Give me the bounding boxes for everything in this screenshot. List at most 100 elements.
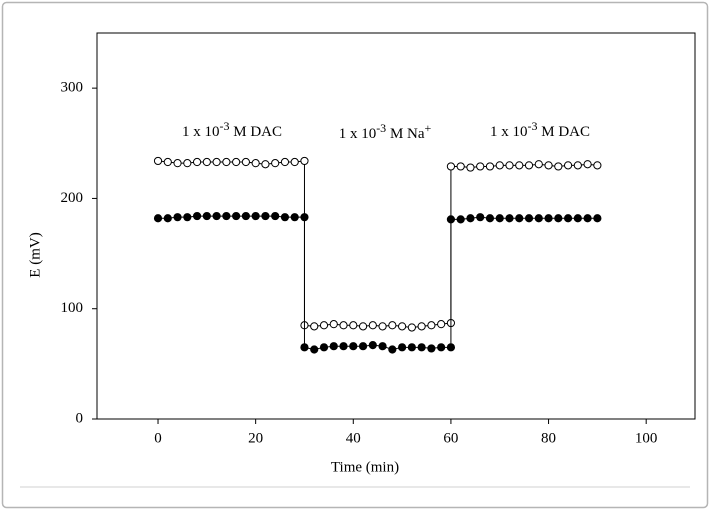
marker [446,215,456,224]
marker [417,343,426,352]
marker [153,156,163,166]
marker [485,214,495,223]
x-tick-label: 20 [248,430,263,446]
marker [271,159,280,168]
marker [261,160,270,169]
marker [192,211,202,221]
marker [163,214,172,223]
marker [544,214,553,223]
annotation: 1 x 10-3 M DAC [182,119,282,141]
marker [339,342,348,351]
annotation-superscript: + [425,121,432,135]
marker [515,161,524,170]
marker [329,320,338,329]
y-tick-label: 200 [61,190,84,206]
marker [163,157,172,167]
marker [378,342,387,351]
marker [524,214,534,223]
marker [300,343,309,352]
marker [349,321,358,330]
annotation: 1 x 10-3 M Na+ [339,121,432,143]
marker [202,157,211,167]
marker [466,163,475,172]
y-tick-label: 0 [76,410,84,426]
marker [339,321,348,330]
marker [476,213,485,222]
marker [310,345,319,354]
annotation-superscript: -3 [376,121,386,135]
marker [398,322,407,331]
marker [183,213,192,222]
marker [524,161,534,170]
marker [563,214,573,223]
y-tick-label: 100 [61,300,84,316]
marker [183,159,192,168]
y-axis-label: E (mV) [27,232,43,277]
marker [485,162,495,171]
marker [222,157,231,167]
marker [593,214,602,223]
annotation-text: M Na [386,126,425,142]
marker [515,214,524,223]
marker [554,162,563,171]
y-tick-label: 300 [61,80,84,96]
marker [251,159,260,168]
marker [534,214,543,223]
marker [349,342,358,351]
marker [437,343,446,352]
marker [398,343,407,352]
x-tick-label: 40 [346,430,361,446]
marker [358,342,368,351]
marker [505,161,514,170]
annotation-text: M DAC [229,124,282,140]
marker [153,214,163,223]
marker [310,322,319,331]
marker [573,214,582,223]
marker [495,161,504,170]
marker [407,323,416,332]
marker [222,211,231,221]
marker [505,214,514,223]
annotation-text: M DAC [537,124,590,140]
marker [232,211,241,221]
plot-frame [96,32,696,420]
x-tick-label: 60 [443,430,458,446]
annotation-superscript: -3 [527,119,537,133]
marker [300,213,309,222]
marker [495,214,504,223]
marker [593,161,602,170]
x-tick-label: 100 [635,430,658,446]
marker [476,162,485,171]
marker [251,211,260,221]
marker [554,214,563,223]
marker [583,214,592,223]
marker [212,157,221,167]
marker [544,161,553,170]
marker [241,157,250,167]
annotation-text: 1 x 10 [182,124,220,140]
marker [329,342,338,351]
marker [173,213,182,222]
marker [368,321,377,330]
marker [427,344,436,353]
marker [417,322,426,331]
marker [280,213,290,222]
series-line [157,160,598,328]
marker [202,211,211,221]
series-line [158,215,598,351]
marker [300,156,309,166]
marker [388,321,397,330]
marker [427,321,436,330]
marker [583,160,592,169]
marker [388,345,397,354]
marker [212,211,221,221]
marker [290,157,299,167]
marker [271,211,280,221]
marker [319,321,329,330]
marker [232,157,241,167]
annotation: 1 x 10-3 M DAC [490,119,590,141]
annotation-superscript: -3 [219,119,229,133]
marker [358,322,368,331]
